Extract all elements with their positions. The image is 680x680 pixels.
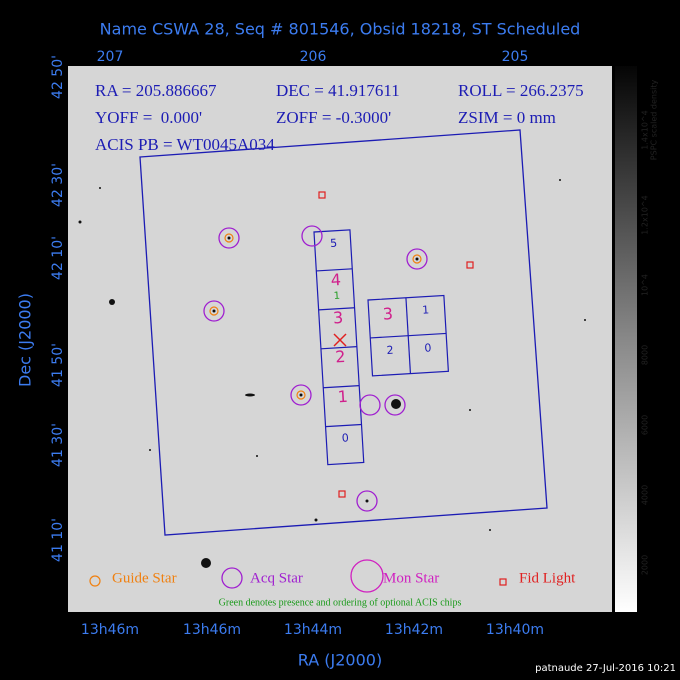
chip-square: 3 1 2 0 [367, 294, 450, 377]
chip-label: 1 [422, 303, 430, 316]
bottom-tick-label: 13h46m [183, 622, 241, 638]
bottom-tick-label: 13h42m [385, 622, 443, 638]
bottom-tick-label: 13h40m [486, 622, 544, 638]
legend-symbol [221, 567, 243, 589]
colorbar-label: 4000 [641, 485, 650, 505]
legend-note: Green denotes presence and ordering of o… [219, 597, 462, 608]
aimpoint [333, 333, 347, 347]
colorbar-title: PSPC scaled density [650, 80, 659, 161]
chip-label: 0 [341, 431, 349, 444]
left-tick-label: 41 30' [50, 423, 66, 467]
colorbar-label: 1.2x10^4 [641, 195, 650, 234]
chip-label: 5 [330, 237, 338, 250]
chip-label: 1 [337, 387, 348, 407]
legend-label: Mon Star [383, 570, 439, 586]
top-tick-label: 206 [300, 49, 327, 65]
info-text: RA = 205.886667 [95, 81, 217, 100]
bottom-tick-label: 13h44m [284, 622, 342, 638]
info-text: YOFF = 0.000' [95, 108, 202, 127]
left-tick-label: 42 50' [50, 55, 66, 99]
legend-label: Acq Star [250, 570, 303, 586]
left-axis-title: Dec (J2000) [16, 293, 35, 387]
bottom-tick-label: 13h46m [81, 622, 139, 638]
chip-label: 4 [330, 270, 341, 290]
left-tick-label: 42 30' [50, 163, 66, 207]
info-text: DEC = 41.917611 [276, 81, 400, 100]
chip-label: 3 [332, 308, 343, 328]
chip-label: 2 [335, 347, 346, 367]
title: Name CSWA 28, Seq # 801546, Obsid 18218,… [100, 20, 581, 39]
legend-symbol [499, 578, 507, 586]
stars [78, 179, 586, 568]
top-tick-label: 205 [502, 49, 529, 65]
colorbar-label: 2000 [641, 555, 650, 575]
colorbar-label: 6000 [641, 415, 650, 435]
left-tick-label: 41 10' [50, 518, 66, 562]
chip-label: 3 [382, 304, 393, 324]
info-text: ZOFF = -0.3000' [276, 108, 391, 127]
colorbar-label: 10^4 [641, 274, 650, 296]
chip-label: 0 [424, 341, 432, 354]
colorbar [615, 66, 637, 612]
legend-label: Fid Light [519, 570, 576, 586]
field-of-view [139, 129, 548, 536]
top-tick-label: 207 [97, 49, 124, 65]
star-markers [203, 191, 474, 512]
bottom-axis-title: RA (J2000) [298, 651, 382, 670]
info-text: ACIS PB = WT0045A034 [95, 135, 275, 154]
optional-chip-label: 1 [333, 291, 340, 302]
footer: patnaude 27-Jul-2016 10:21 [535, 663, 676, 674]
info-text: ROLL = 266.2375 [458, 81, 584, 100]
legend-symbol [350, 559, 384, 593]
chip-label: 2 [386, 344, 394, 357]
chip-column: 5 4 1 3 2 1 0 [313, 229, 365, 466]
left-tick-label: 42 10' [50, 236, 66, 280]
legend-symbol [89, 575, 101, 587]
colorbar-label: 1.4x10^4 [641, 110, 650, 149]
info-text: ZSIM = 0 mm [458, 108, 556, 127]
legend-label: Guide Star [112, 570, 177, 586]
colorbar-label: 8000 [641, 345, 650, 365]
left-tick-label: 41 50' [50, 343, 66, 387]
